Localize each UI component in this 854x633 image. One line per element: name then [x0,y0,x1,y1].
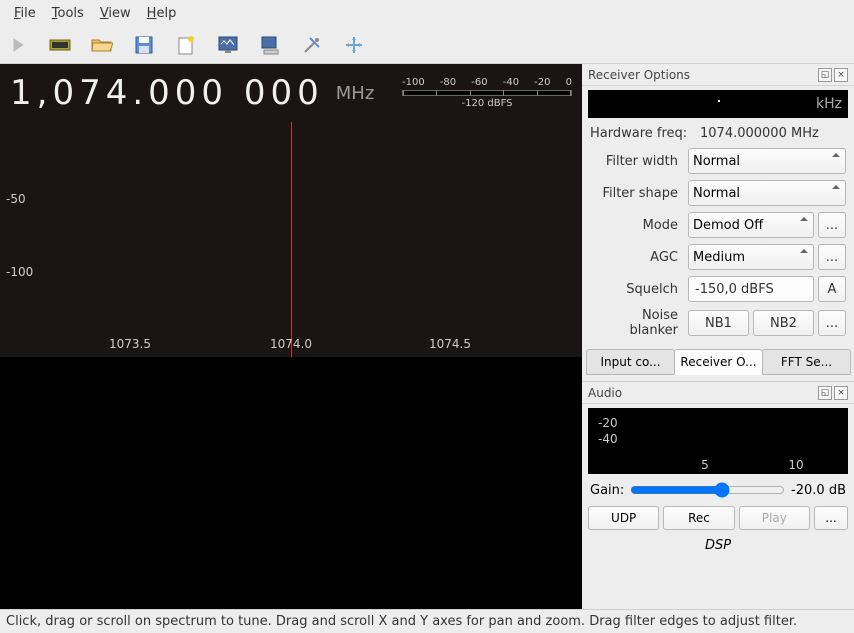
rx-frequency-display[interactable]: kHz [588,90,848,118]
gain-value: -20.0 dB [791,483,846,498]
toolbar [0,26,854,64]
fullscreen-icon[interactable] [342,33,366,57]
menubar: File Tools View Help [0,0,854,26]
receiver-panel-title: Receiver Options ◱ × [582,64,854,86]
computer-icon[interactable] [258,33,282,57]
audio-scope[interactable]: -20 -40 5 10 [588,408,848,474]
audio-buttons: UDP Rec Play ... [582,502,854,534]
options-tabs: Input co... Receiver O... FFT Se... [582,345,854,375]
menu-tools[interactable]: Tools [44,3,92,24]
gain-slider[interactable] [630,482,785,498]
dbfs-value: -120 dBFS [402,98,572,109]
rec-button[interactable]: Rec [663,506,734,530]
menu-help[interactable]: Help [139,3,185,24]
agc-more-button[interactable]: ... [818,244,846,270]
nb1-button[interactable]: NB1 [688,310,749,336]
spectrum-plot[interactable]: -50-1001073.51074.01074.5 [0,122,582,357]
right-panel: Receiver Options ◱ × kHz Hardware freq: … [582,64,854,609]
panel-close-icon[interactable]: × [834,68,848,82]
mode-more-button[interactable]: ... [818,212,846,238]
gain-row: Gain: -20.0 dB [582,478,854,502]
squelch-auto-button[interactable]: A [818,276,846,302]
menu-view[interactable]: View [92,3,139,24]
panel-detach-icon[interactable]: ◱ [818,68,832,82]
audio-detach-icon[interactable]: ◱ [818,386,832,400]
frequency-unit: MHz [336,83,375,104]
squelch-spinner[interactable]: -150,0 dBFS [688,276,814,302]
frequency-display[interactable]: 1,074.000 000 MHz -100 -80 -60 -40 -20 0… [0,64,582,122]
note-icon[interactable] [174,33,198,57]
tools-icon[interactable] [300,33,324,57]
tab-fft-settings[interactable]: FFT Se... [762,349,851,375]
mode-select[interactable]: Demod Off [688,212,814,238]
dbfs-meter: -100 -80 -60 -40 -20 0 -120 dBFS [402,77,572,109]
status-text: Click, drag or scroll on spectrum to tun… [6,614,797,629]
play-icon[interactable] [6,33,30,57]
tab-input-controls[interactable]: Input co... [586,349,675,375]
center-marker [291,122,292,357]
nb2-button[interactable]: NB2 [753,310,814,336]
audio-panel: Audio ◱ × -20 -40 5 10 Gain: -20.0 dB UD… [582,381,854,557]
hardware-freq-value: 1074.000000 MHz [700,126,819,141]
audio-panel-title: Audio ◱ × [582,382,854,404]
nb-more-button[interactable]: ... [818,310,846,336]
agc-select[interactable]: Medium [688,244,814,270]
waterfall-plot[interactable] [0,357,582,609]
play-button[interactable]: Play [739,506,810,530]
dsp-label: DSP [582,534,854,557]
spectrum-pane: 1,074.000 000 MHz -100 -80 -60 -40 -20 0… [0,64,582,609]
filter-width-select[interactable]: Normal [688,148,846,174]
menu-file[interactable]: File [6,3,44,24]
main-area: 1,074.000 000 MHz -100 -80 -60 -40 -20 0… [0,64,854,609]
folder-open-icon[interactable] [90,33,114,57]
filter-shape-select[interactable]: Normal [688,180,846,206]
chip-icon[interactable] [48,33,72,57]
tab-receiver-options[interactable]: Receiver O... [674,349,763,375]
frequency-digits[interactable]: 1,074.000 000 [10,73,324,113]
status-bar: Click, drag or scroll on spectrum to tun… [0,609,854,633]
audio-close-icon[interactable]: × [834,386,848,400]
save-icon[interactable] [132,33,156,57]
monitor-icon[interactable] [216,33,240,57]
udp-button[interactable]: UDP [588,506,659,530]
audio-more-button[interactable]: ... [814,506,848,530]
hardware-freq-row: Hardware freq: 1074.000000 MHz [582,122,854,145]
